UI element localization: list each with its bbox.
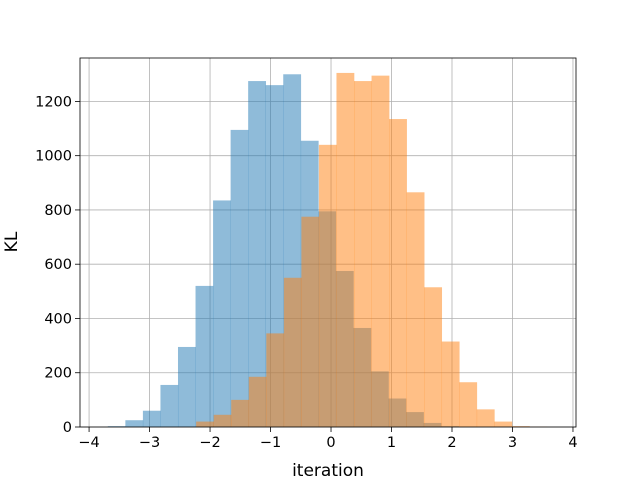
histogram-bar-series-1 <box>142 410 161 427</box>
histogram-bar-series-2 <box>354 81 372 427</box>
x-tick-label: 1 <box>387 435 396 451</box>
y-tick-label: 1200 <box>35 94 72 110</box>
histogram-bar-series-2 <box>389 119 407 427</box>
x-tick-label: 2 <box>447 435 456 451</box>
histogram-bar-series-2 <box>511 426 530 427</box>
histogram-bar-series-2 <box>283 277 302 427</box>
histogram-bar-series-2 <box>318 144 337 427</box>
histogram-bar-series-1 <box>125 420 144 427</box>
histogram-bar-series-1 <box>160 384 179 427</box>
y-tick-label: 1000 <box>35 149 72 165</box>
y-tick-label: 200 <box>44 366 72 382</box>
histogram-bar-series-2 <box>231 399 250 427</box>
histogram-bar-series-2 <box>336 72 355 427</box>
histogram-bar-series-2 <box>441 341 460 427</box>
histogram-bar-series-2 <box>424 287 443 427</box>
histogram-bar-series-2 <box>248 376 267 427</box>
x-tick-label: 3 <box>508 435 517 451</box>
histogram-bar-series-2 <box>406 192 425 427</box>
y-tick-label: 600 <box>44 257 72 273</box>
histogram-bar-series-2 <box>213 414 232 427</box>
histogram-bar-series-1 <box>230 129 249 427</box>
histogram-bar-series-1 <box>195 285 214 427</box>
histogram-bar-series-2 <box>301 216 320 427</box>
x-tick-label: −1 <box>260 435 281 451</box>
x-tick-label: 4 <box>568 435 577 451</box>
histogram-bar-series-2 <box>459 382 478 427</box>
ticks-layer: −4 −3 −2 −1 0 1 2 3 4 0 200 400 600 800 1000 1200 <box>35 94 577 451</box>
x-tick-label: −2 <box>199 435 220 451</box>
histogram-bar-series-2 <box>196 421 214 427</box>
x-tick-label: 0 <box>326 435 335 451</box>
axes-frame <box>79 57 577 428</box>
histogram-bar-series-2 <box>476 409 495 427</box>
histogram-bar-series-1 <box>177 346 196 427</box>
x-tick-label: −4 <box>78 435 99 451</box>
y-tick-label: 400 <box>44 311 72 327</box>
histogram-bar-series-1 <box>107 426 126 427</box>
histogram-bar-series-2 <box>494 421 513 427</box>
histogram-bar-series-2 <box>266 333 285 427</box>
plot-frame <box>79 57 577 428</box>
histogram-bar-series-1 <box>213 200 231 427</box>
histogram-bar-series-2 <box>371 75 390 427</box>
bars-layer <box>107 72 548 428</box>
histogram-bar-series-1 <box>248 81 266 427</box>
x-axis-label: iteration <box>292 461 364 480</box>
y-tick-label: 800 <box>44 203 72 219</box>
y-axis-label: KL <box>2 231 22 252</box>
x-tick-label: −3 <box>139 435 160 451</box>
y-tick-label: 0 <box>63 420 72 436</box>
